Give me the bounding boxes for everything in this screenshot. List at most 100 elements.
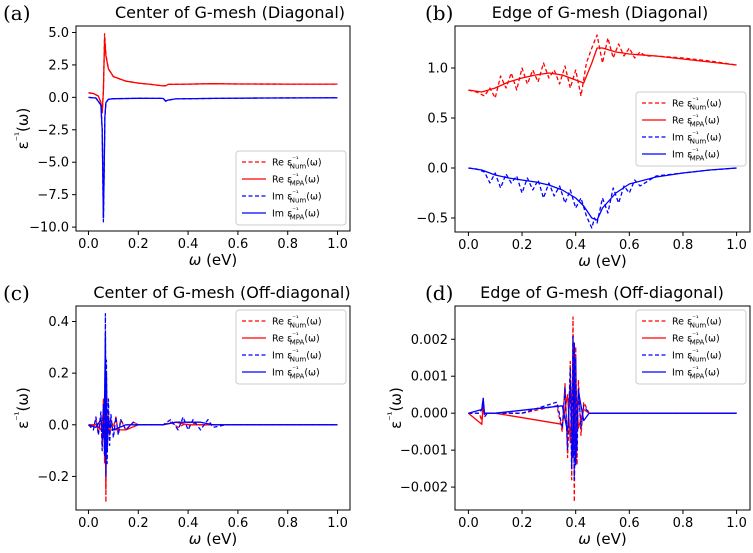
x-tick-label: 0.4 (178, 237, 199, 252)
series-line-4 (468, 167, 737, 221)
x-tick-label: 0.2 (128, 237, 149, 252)
x-tick-label: 0.2 (512, 516, 533, 531)
y-tick-label: −5.0 (37, 156, 69, 171)
panel-b: 0.0 0.2 0.4 0.6 0.8 1.0 1.0 0.5 0.0 −0.5 ω (eV) (b)… (416, 1, 751, 270)
y-tick-label: 0.0 (48, 418, 69, 433)
axes-frame (454, 305, 751, 511)
panel-a: 0.0 0.2 0.4 0.6 0.8 1.0 5.0 2.5 0.0 −2.5 −5.0 −7.5 −… (3, 1, 351, 269)
y-axis-label: ε⁻¹(ω) (387, 387, 405, 429)
y-tick-label: 0.000 (411, 407, 448, 422)
legend-label: Re ε⁻¹ MPA(ω) (672, 332, 720, 347)
y-tick-label: −7.5 (37, 188, 69, 203)
y-tick-label: 0.001 (411, 370, 448, 385)
series-group (467, 316, 737, 503)
x-tick-label: 1.0 (327, 516, 348, 531)
series-group (88, 33, 338, 223)
x-tick-label: 0.8 (277, 237, 298, 252)
x-tick-label: 0.0 (78, 237, 99, 252)
x-tick-label: 0.8 (673, 516, 694, 531)
series-line-2 (468, 47, 737, 93)
panel-d: 0.0 0.2 0.4 0.6 0.8 1.0 0.002 0.001 0.000 −0.001 −… (387, 281, 751, 548)
x-tick-label: 0.4 (565, 238, 586, 253)
legend: Re ε⁻¹ Num(ω) Re ε⁻¹ MPA(ω) Im ε⁻¹ Num(ω) Im ε… (635, 91, 747, 167)
panel-title: Edge of G-mesh (Diagonal) (492, 3, 708, 22)
x-tick-label: 0.0 (458, 516, 479, 531)
x-tick-label: 0.0 (458, 238, 479, 253)
series-line-4 (88, 96, 338, 219)
legend-label: Re ε⁻¹ MPA(ω) (272, 332, 320, 347)
series-line-2 (88, 372, 338, 490)
legend-label: Im ε⁻¹ MPA(ω) (272, 207, 320, 222)
x-tick-label: 1.0 (726, 516, 747, 531)
legend-label: Im ε⁻¹ MPA(ω) (672, 366, 720, 381)
x-tick-label: 1.0 (726, 238, 747, 253)
x-tick-label: 0.2 (512, 238, 533, 253)
x-tick-label: 0.6 (228, 516, 249, 531)
series-line-4 (468, 342, 737, 466)
x-tick-label: 0.8 (673, 238, 694, 253)
series-group (468, 34, 737, 229)
legend-label: Im ε⁻¹ Num(ω) (672, 349, 722, 364)
panel-title: Center of G-mesh (Off-diagonal) (93, 283, 350, 302)
y-axis-label: ε⁻¹(ω) (14, 108, 32, 150)
y-tick-label: −0.2 (37, 470, 69, 485)
y-tick-label: 5.0 (48, 26, 69, 41)
legend-box (235, 309, 347, 385)
x-tick-label: 0.8 (277, 516, 298, 531)
x-axis-label: ω (eV) (189, 530, 238, 548)
panel-letter: (d) (425, 281, 453, 305)
legend: Re ε⁻¹ Num(ω) Re ε⁻¹ MPA(ω) Im ε⁻¹ Num(ω) Im ε… (635, 309, 747, 385)
y-tick-label: 0.0 (427, 162, 448, 177)
legend-label: Re ε⁻¹ Num(ω) (272, 156, 322, 171)
y-tick-label: 0.5 (427, 112, 448, 127)
series-line-3 (88, 313, 338, 478)
x-axis-label: ω (eV) (189, 251, 238, 269)
y-tick-label: −10.0 (29, 221, 69, 236)
panel-title: Center of G-mesh (Diagonal) (115, 3, 345, 22)
y-tick-label: 0.4 (48, 315, 69, 330)
x-tick-label: 0.6 (619, 238, 640, 253)
legend: Re ε⁻¹ Num(ω) Re ε⁻¹ MPA(ω) Im ε⁻¹ Num(ω) Im ε… (235, 150, 347, 226)
panel-letter: (a) (3, 1, 31, 25)
series-line-4 (88, 333, 338, 465)
x-tick-label: 0.2 (128, 516, 149, 531)
legend-box (235, 150, 347, 226)
panel-title: Edge of G-mesh (Off-diagonal) (480, 283, 724, 302)
panel-letter: (b) (425, 1, 453, 25)
legend-label: Re ε⁻¹ Num(ω) (672, 315, 722, 330)
series-line-2 (88, 37, 338, 114)
legend-label: Re ε⁻¹ MPA(ω) (672, 114, 720, 129)
series-line-3 (468, 334, 737, 481)
y-axis-label: ε⁻¹(ω) (14, 387, 32, 429)
legend-label: Im ε⁻¹ Num(ω) (272, 190, 322, 205)
y-tick-label: −0.001 (400, 444, 448, 459)
panel-c: 0.0 0.2 0.4 0.6 0.8 1.0 0.4 0.2 0.0 −0.2 ω (eV) ε⁻¹… (3, 281, 351, 548)
legend-box (635, 309, 747, 385)
series-line-3 (468, 167, 737, 229)
series-line-1 (468, 316, 737, 503)
y-tick-label: 1.0 (427, 62, 448, 77)
x-tick-label: 0.0 (78, 516, 99, 531)
x-tick-label: 0.6 (228, 237, 249, 252)
x-tick-label: 0.6 (619, 516, 640, 531)
legend-label: Re ε⁻¹ Num(ω) (272, 315, 322, 330)
y-tick-label: −0.002 (400, 481, 448, 496)
y-tick-label: 0.002 (411, 333, 448, 348)
legend-label: Im ε⁻¹ MPA(ω) (272, 366, 320, 381)
y-tick-label: −0.5 (416, 212, 448, 227)
y-tick-label: 2.5 (48, 58, 69, 73)
x-tick-label: 0.4 (178, 516, 199, 531)
x-axis-label: ω (eV) (578, 530, 627, 548)
legend-label: Re ε⁻¹ Num(ω) (672, 97, 722, 112)
legend-label: Re ε⁻¹ MPA(ω) (272, 173, 320, 188)
series-line-1 (468, 34, 737, 99)
series-group (88, 313, 338, 503)
x-tick-label: 1.0 (327, 237, 348, 252)
panel-letter: (c) (3, 281, 30, 305)
axes-frame (75, 25, 351, 232)
x-tick-label: 0.4 (565, 516, 586, 531)
legend-label: Im ε⁻¹ MPA(ω) (672, 148, 720, 163)
axes-frame (454, 25, 751, 233)
legend-box (635, 91, 747, 167)
